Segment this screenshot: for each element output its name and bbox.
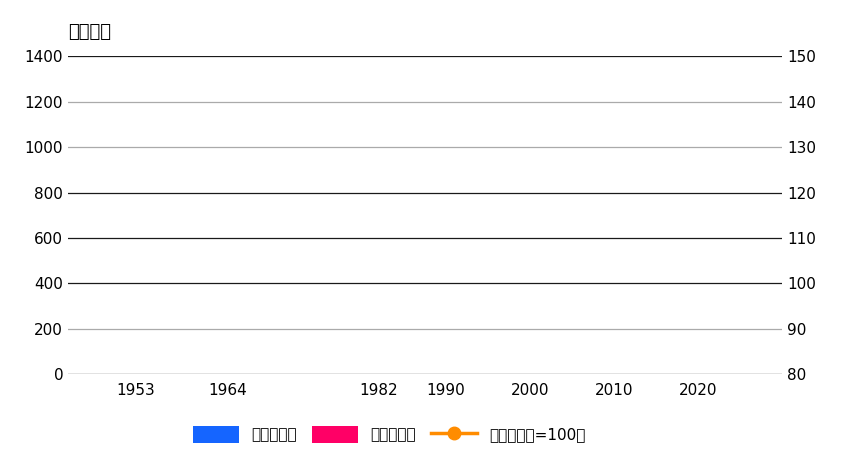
Legend: 男（万人）, 女（万人）, 性别比（女=100）: 男（万人）, 女（万人）, 性别比（女=100） [187,420,592,449]
Text: 常住人口: 常住人口 [68,23,111,41]
